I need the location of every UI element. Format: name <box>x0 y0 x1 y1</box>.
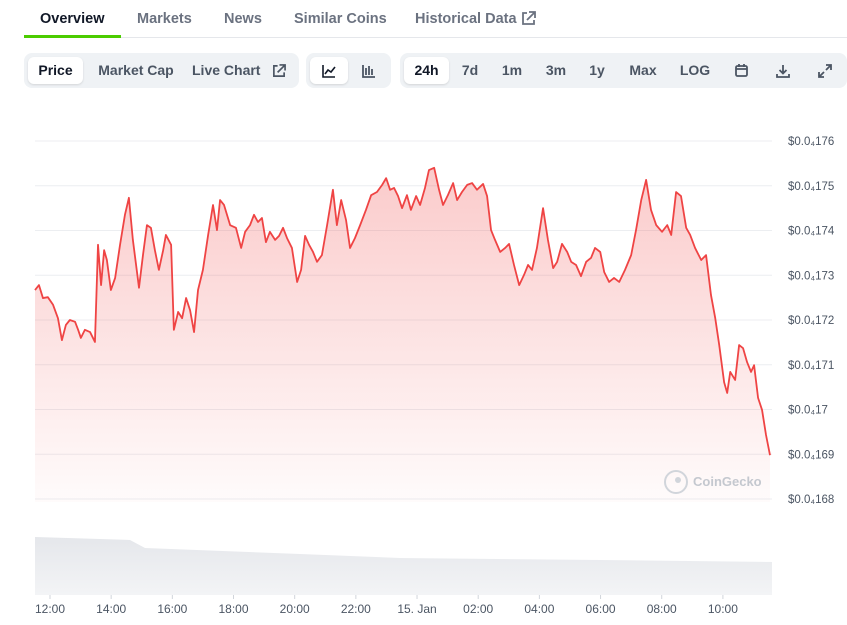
x-tick-label: 10:00 <box>708 602 738 616</box>
range-button[interactable]: LOG <box>679 62 711 78</box>
view-group: Price Market Cap Live Chart <box>24 53 299 88</box>
x-tick-label: 16:00 <box>157 602 187 616</box>
volume-area <box>35 537 772 595</box>
x-tick-label: 02:00 <box>463 602 493 616</box>
tab[interactable]: News <box>224 11 262 27</box>
candle-icon <box>362 65 375 78</box>
x-tick-label: 22:00 <box>341 602 371 616</box>
y-tick-label: $0.0₄171 <box>788 360 834 372</box>
y-tick-label: $0.0₄168 <box>788 494 834 506</box>
calendar-icon[interactable] <box>734 63 749 78</box>
active-tab-underline <box>24 35 121 38</box>
y-tick-label: $0.0₄176 <box>788 136 834 148</box>
y-tick-label: $0.0₄174 <box>788 226 835 238</box>
view-button[interactable]: Market Cap <box>98 62 174 78</box>
x-tick-label: 20:00 <box>280 602 310 616</box>
y-tick-label: $0.0₄17 <box>788 405 828 417</box>
x-tick-label: 14:00 <box>96 602 126 616</box>
fullscreen-icon[interactable] <box>817 63 833 79</box>
chart-style-group <box>306 53 391 88</box>
price-line <box>34 166 771 456</box>
watermark: CoinGecko <box>693 474 762 489</box>
x-tick-label: 08:00 <box>647 602 677 616</box>
area-fill <box>35 167 770 502</box>
range-button[interactable]: Max <box>629 62 657 78</box>
tab[interactable]: Similar Coins <box>294 11 387 27</box>
view-button[interactable]: Price <box>28 57 83 84</box>
watermark-logo <box>664 470 688 494</box>
y-tick-label: $0.0₄173 <box>788 270 834 282</box>
x-tick-label: 12:00 <box>35 602 65 616</box>
range-group: 24h 7d 1m 3m 1y Max LOG <box>400 53 847 88</box>
x-tick-label: 18:00 <box>218 602 248 616</box>
tab[interactable]: Markets <box>137 11 192 27</box>
range-button[interactable]: 24h <box>404 57 449 84</box>
download-icon[interactable] <box>775 63 791 79</box>
range-button[interactable]: 3m <box>545 62 567 78</box>
line-icon <box>322 65 336 78</box>
tab[interactable]: Historical Data <box>415 11 517 27</box>
view-button[interactable]: Live Chart <box>192 62 261 78</box>
x-tick-label: 15. Jan <box>397 602 436 616</box>
x-tick-label: 04:00 <box>524 602 554 616</box>
external-link-icon <box>522 11 536 25</box>
range-button[interactable]: 7d <box>461 62 479 78</box>
range-button[interactable]: 1y <box>589 62 605 78</box>
y-tick-label: $0.0₄172 <box>788 315 834 327</box>
x-tick-label: 06:00 <box>586 602 616 616</box>
candle-chart-button[interactable] <box>351 57 387 84</box>
y-tick-label: $0.0₄175 <box>788 181 834 193</box>
tab[interactable]: Overview <box>40 11 105 27</box>
line-chart-button[interactable] <box>310 57 348 84</box>
range-button[interactable]: 1m <box>501 62 523 78</box>
y-tick-label: $0.0₄169 <box>788 449 834 461</box>
external-link-icon <box>273 64 286 77</box>
